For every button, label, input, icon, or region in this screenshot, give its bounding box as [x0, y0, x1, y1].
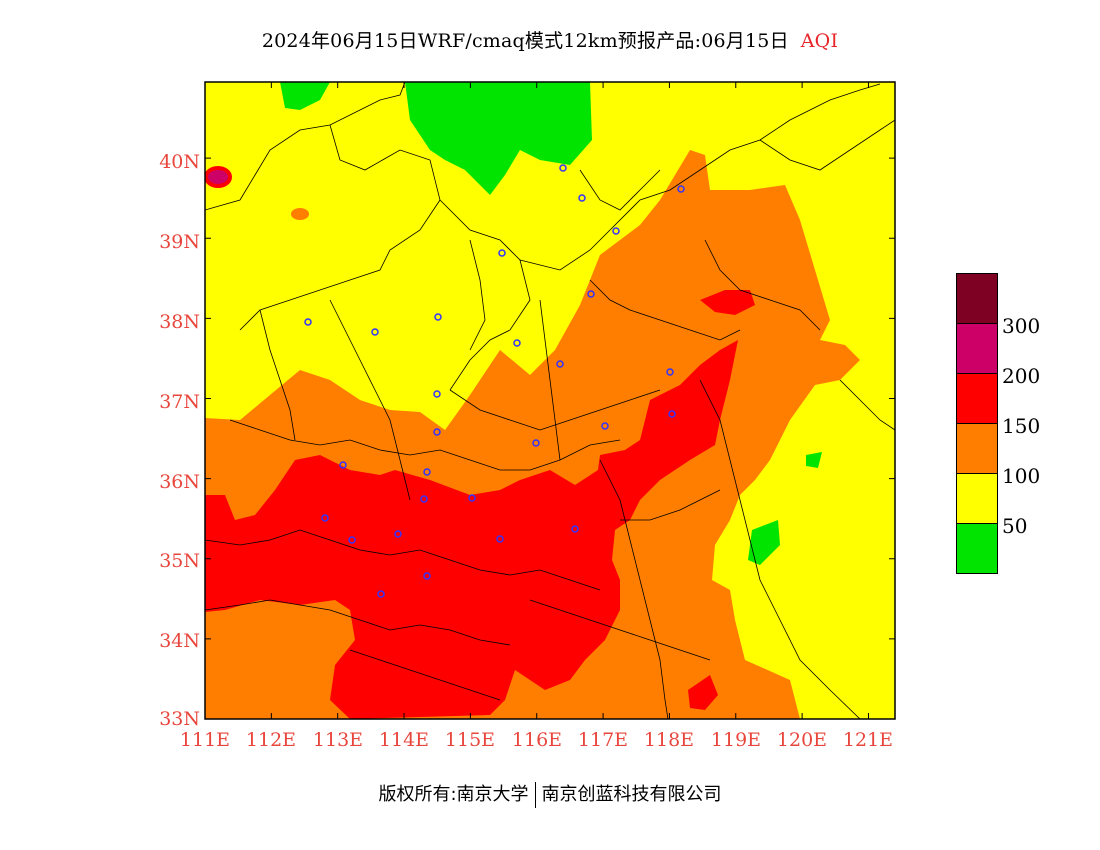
city-marker	[513, 339, 521, 347]
lon-label-120e: 120E	[776, 729, 828, 751]
copyright-separator	[534, 782, 536, 808]
city-marker	[420, 495, 428, 503]
map-title: 2024年06月15日WRF/cmaq模式12km预报产品:06月15日 AQI	[0, 26, 1100, 53]
legend-label-100: 100	[1002, 464, 1041, 488]
very-unhealthy-spot	[205, 166, 232, 188]
city-marker	[498, 249, 506, 257]
city-marker	[371, 328, 379, 336]
city-marker	[433, 390, 441, 398]
lon-label-119e: 119E	[710, 729, 762, 751]
city-marker	[433, 428, 441, 436]
city-marker	[556, 360, 564, 368]
legend-label-150: 150	[1002, 414, 1041, 438]
lat-label-34n: 34N	[159, 630, 200, 652]
city-marker	[394, 530, 402, 538]
legend-swatch-usg	[956, 423, 998, 473]
lon-label-115e: 115E	[444, 729, 496, 751]
city-marker	[348, 536, 356, 544]
city-marker	[468, 494, 476, 502]
legend-label-300: 300	[1002, 314, 1041, 338]
legend-swatch-moderate	[956, 473, 998, 523]
variable-label: AQI	[800, 30, 839, 52]
lon-label-113e: 113E	[312, 729, 364, 751]
city-marker	[423, 468, 431, 476]
good-zone-northwest	[280, 82, 330, 110]
unhealthy-zone-northeast	[700, 290, 755, 315]
copyright-left: 版权所有:南京大学	[378, 784, 529, 805]
good-zone-coast-small	[806, 452, 822, 468]
city-marker	[496, 535, 504, 543]
copyright-right: 南京创蓝科技有限公司	[541, 784, 722, 805]
lon-label-118e: 118E	[643, 729, 695, 751]
orange-spot	[291, 208, 309, 220]
legend-label-50: 50	[1002, 514, 1028, 538]
lat-label-40n: 40N	[159, 151, 200, 173]
city-marker	[321, 514, 329, 522]
lon-label-117e: 117E	[577, 729, 629, 751]
unhealthy-zone-south	[688, 675, 718, 710]
legend-swatch-good	[956, 523, 998, 574]
legend-label-200: 200	[1002, 364, 1041, 388]
city-marker	[612, 227, 620, 235]
lon-label-121e: 121E	[842, 729, 894, 751]
city-marker	[423, 572, 431, 580]
lat-label-37n: 37N	[159, 391, 200, 413]
city-marker	[559, 164, 567, 172]
legend-swatch-hazardous	[956, 273, 998, 323]
lat-label-35n: 35N	[159, 550, 200, 572]
title-text: 2024年06月15日WRF/cmaq模式12km预报产品:06月15日	[261, 30, 789, 52]
city-marker	[571, 525, 579, 533]
city-marker	[601, 422, 609, 430]
map-plot-area	[205, 82, 895, 719]
admin-boundaries	[205, 82, 895, 719]
city-marker	[434, 313, 442, 321]
city-marker	[304, 318, 312, 326]
copyright: 版权所有:南京大学 南京创蓝科技有限公司	[0, 780, 1100, 808]
city-marker	[377, 590, 385, 598]
lat-ticks	[205, 157, 895, 720]
city-marker	[668, 410, 676, 418]
lon-label-116e: 116E	[511, 729, 563, 751]
plot-frame	[204, 81, 896, 720]
city-marker	[677, 185, 685, 193]
city-marker	[339, 461, 347, 469]
unhealthy-zone-main	[205, 340, 738, 719]
legend-swatch-unhealthy	[956, 373, 998, 423]
lat-label-38n: 38N	[159, 311, 200, 333]
lat-label-39n: 39N	[159, 231, 200, 253]
good-zone-coast	[748, 520, 780, 565]
lon-label-114e: 114E	[378, 729, 430, 751]
city-marker	[532, 439, 540, 447]
good-zone-north	[405, 82, 592, 195]
legend-swatch-very-unhealthy	[956, 323, 998, 373]
lat-label-33n: 33N	[159, 708, 200, 730]
aqi-legend	[956, 273, 998, 574]
city-marker	[666, 368, 674, 376]
city-marker	[587, 290, 595, 298]
lon-ticks	[204, 82, 869, 719]
lat-label-36n: 36N	[159, 471, 200, 493]
city-marker	[578, 194, 586, 202]
city-markers	[304, 164, 685, 598]
lon-label-111e: 111E	[179, 729, 231, 751]
lon-label-112e: 112E	[245, 729, 297, 751]
